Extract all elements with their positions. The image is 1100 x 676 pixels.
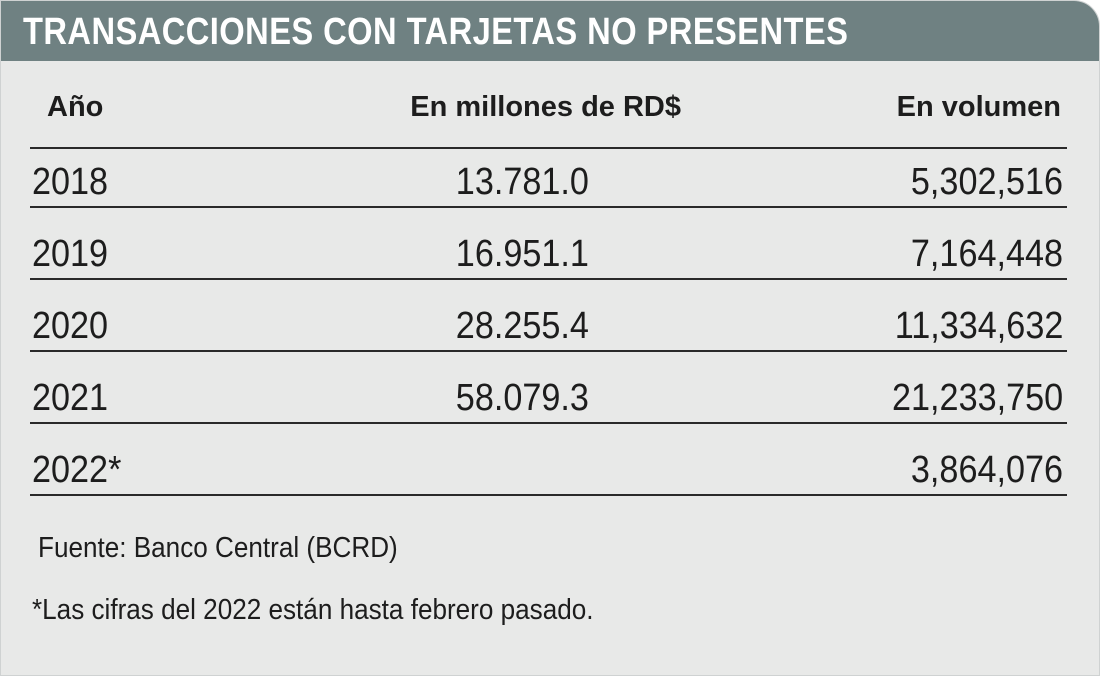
row-divider [30,278,1067,280]
cell-amount: 16.951.1 [455,233,589,275]
cell-amount: 13.781.0 [455,161,589,203]
table-row: 2020 28.255.4 11,334,632 [1,290,1099,362]
cell-year: 2022* [32,449,122,491]
table-row: 2021 58.079.3 21,233,750 [1,362,1099,434]
row-divider [30,494,1067,496]
header-amount: En millones de RD$ [410,91,681,123]
cell-year: 2019 [32,233,109,275]
table-row: 2018 13.781.0 5,302,516 [1,146,1099,218]
cell-volume: 5,302,516 [910,161,1063,203]
header-volume: En volumen [896,91,1061,123]
row-divider [30,350,1067,352]
cell-amount: 58.079.3 [455,377,589,419]
cell-year: 2021 [32,377,109,419]
footnote: *Las cifras del 2022 están hasta febrero… [32,594,594,626]
title-bar: TRANSACCIONES CON TARJETAS NO PRESENTES [1,1,1099,61]
header-divider [30,147,1067,149]
cell-year: 2020 [32,305,109,347]
cell-year: 2018 [32,161,109,203]
table-title: TRANSACCIONES CON TARJETAS NO PRESENTES [23,11,849,53]
cell-volume: 11,334,632 [894,305,1063,347]
table-row: 2022* 3,864,076 [1,434,1099,506]
source-note: Fuente: Banco Central (BCRD) [38,532,398,564]
cell-amount: 28.255.4 [455,305,589,347]
cell-volume: 7,164,448 [910,233,1063,275]
row-divider [30,206,1067,208]
cell-volume: 3,864,076 [910,449,1063,491]
row-divider [30,422,1067,424]
table-row: 2019 16.951.1 7,164,448 [1,218,1099,290]
cell-volume: 21,233,750 [891,377,1063,419]
header-year: Año [47,91,104,123]
